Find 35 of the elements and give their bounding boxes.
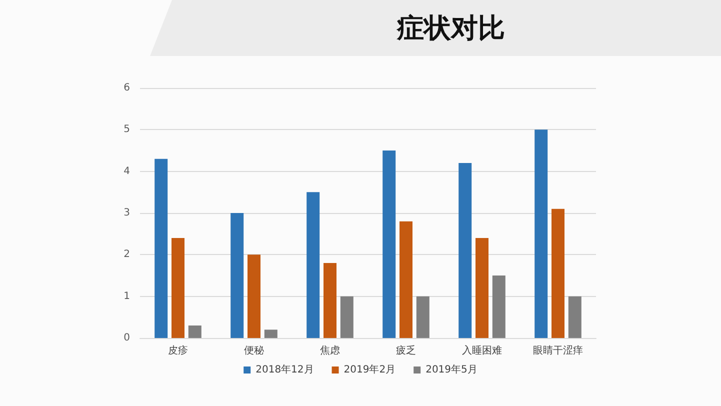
bar [382,150,396,338]
bar [230,213,244,338]
y-tick-label: 1 [124,290,130,302]
bar [306,192,320,338]
x-tick-label: 疲乏 [396,344,416,356]
bar [172,238,184,338]
bar [416,296,430,338]
x-tick-label: 眼睛干涩痒 [533,344,583,356]
legend-label: 2019年2月 [344,364,396,376]
y-tick-label: 3 [124,208,130,218]
bar [248,254,260,338]
legend-label: 2018年12月 [256,364,314,376]
x-tick-label: 入睡困难 [462,344,502,356]
bar [534,130,548,338]
y-tick-label: 5 [124,124,130,136]
bar [492,276,506,338]
bar [552,208,564,338]
bar [458,163,472,338]
bar [154,158,168,338]
x-tick-label: 焦虑 [320,344,340,356]
bar [568,296,582,338]
y-tick-label: 0 [124,332,130,344]
x-tick-label: 便秘 [244,346,264,356]
bar [340,296,354,338]
bar [264,330,278,338]
legend-label: 2019年5月 [426,364,478,376]
y-tick-label: 6 [124,82,130,94]
bar [324,263,336,338]
y-tick-label: 2 [124,249,130,260]
y-tick-label: 4 [124,166,130,177]
bar [188,326,202,338]
x-tick-label: 皮疹 [168,344,188,356]
bar [476,238,488,338]
bar [400,221,412,338]
chart-title: 症状对比 [396,13,505,44]
